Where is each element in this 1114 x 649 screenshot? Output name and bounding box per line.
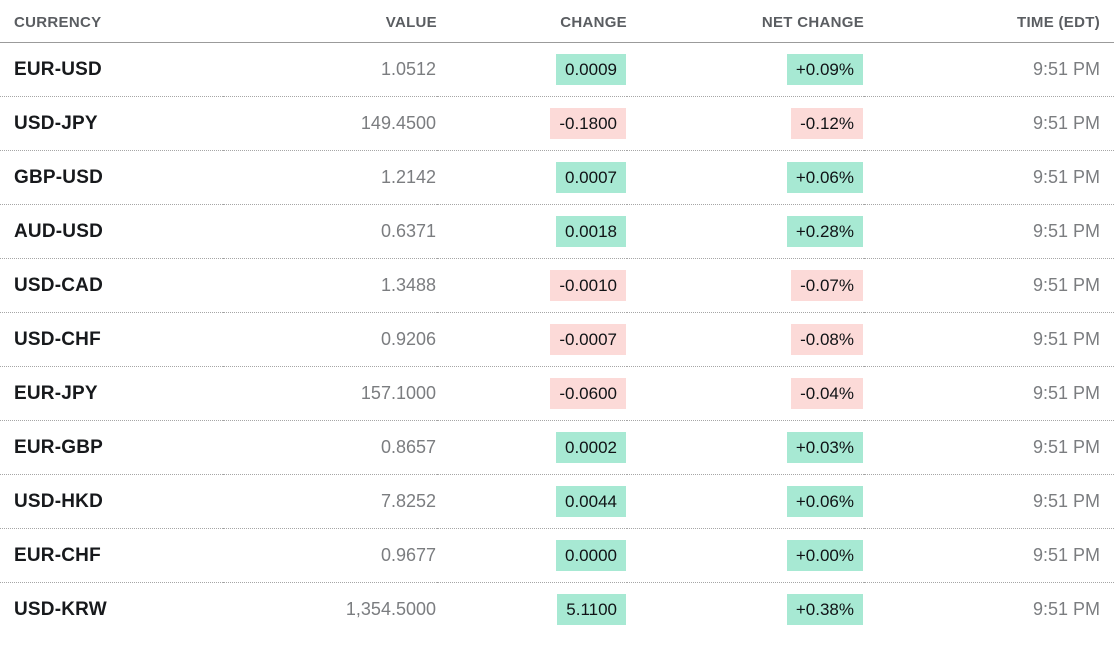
time-cell: 9:51 PM xyxy=(864,42,1114,97)
net-change-pill: +0.06% xyxy=(786,162,863,193)
change-cell: -0.0007 xyxy=(437,312,627,367)
net-change-pill: +0.03% xyxy=(786,432,863,463)
table-row: EUR-JPY 157.1000 -0.0600 -0.04% 9:51 PM xyxy=(0,366,1114,421)
change-pill: -0.1800 xyxy=(550,108,626,139)
net-change-pill: +0.38% xyxy=(786,594,863,626)
currency-pair[interactable]: GBP-USD xyxy=(0,150,223,205)
time-cell: 9:51 PM xyxy=(864,204,1114,259)
table-row: AUD-USD 0.6371 0.0018 +0.28% 9:51 PM xyxy=(0,204,1114,259)
value-cell: 157.1000 xyxy=(223,366,437,421)
currency-pair[interactable]: EUR-GBP xyxy=(0,420,223,475)
currency-pair[interactable]: EUR-JPY xyxy=(0,366,223,421)
net-change-pill: +0.09% xyxy=(786,54,863,85)
net-change-pill: -0.04% xyxy=(791,378,863,409)
change-cell: -0.0600 xyxy=(437,366,627,421)
column-header-currency: CURRENCY xyxy=(0,0,223,43)
table-row: EUR-USD 1.0512 0.0009 +0.09% 9:51 PM xyxy=(0,42,1114,97)
change-cell: 0.0009 xyxy=(437,42,627,97)
time-cell: 9:51 PM xyxy=(864,528,1114,583)
time-cell: 9:51 PM xyxy=(1032,599,1100,620)
change-cell: 0.0044 xyxy=(437,474,627,529)
table-row: USD-CHF 0.9206 -0.0007 -0.08% 9:51 PM xyxy=(0,312,1114,367)
table-row: USD-KRW 1,354.5000 5.1100 +0.38% 9:51 PM xyxy=(0,583,1114,637)
value-cell: 149.4500 xyxy=(223,96,437,151)
change-pill: -0.0600 xyxy=(550,378,626,409)
currency-pair[interactable]: EUR-USD xyxy=(0,42,223,97)
change-cell: 0.0007 xyxy=(437,150,627,205)
net-change-cell: -0.04% xyxy=(627,366,864,421)
time-cell: 9:51 PM xyxy=(864,96,1114,151)
net-change-cell: +0.06% xyxy=(627,150,864,205)
currency-pair[interactable]: AUD-USD xyxy=(0,204,223,259)
header-row: CURRENCY VALUE CHANGE NET CHANGE TIME (E… xyxy=(0,0,1114,43)
table-row: USD-HKD 7.8252 0.0044 +0.06% 9:51 PM xyxy=(0,474,1114,529)
net-change-cell: +0.03% xyxy=(627,420,864,475)
column-header-time: TIME (EDT) xyxy=(864,0,1114,43)
net-change-pill: +0.28% xyxy=(786,216,863,247)
change-pill: 0.0009 xyxy=(556,54,626,85)
change-pill: 0.0007 xyxy=(556,162,626,193)
value-cell: 7.8252 xyxy=(223,474,437,529)
time-cell: 9:51 PM xyxy=(864,366,1114,421)
change-pill: 5.1100 xyxy=(557,594,626,626)
table-header: CURRENCY VALUE CHANGE NET CHANGE TIME (E… xyxy=(0,0,1114,43)
currency-pair[interactable]: USD-JPY xyxy=(0,96,223,151)
value-cell: 1.2142 xyxy=(223,150,437,205)
table-row: USD-JPY 149.4500 -0.1800 -0.12% 9:51 PM xyxy=(0,96,1114,151)
change-cell: 0.0002 xyxy=(437,420,627,475)
net-change-pill: -0.07% xyxy=(791,270,863,301)
time-cell: 9:51 PM xyxy=(864,150,1114,205)
change-pill: 0.0002 xyxy=(556,432,626,463)
value-cell: 1.0512 xyxy=(223,42,437,97)
net-change-cell: +0.06% xyxy=(627,474,864,529)
table-row: EUR-GBP 0.8657 0.0002 +0.03% 9:51 PM xyxy=(0,420,1114,475)
currency-pair[interactable]: USD-KRW xyxy=(14,598,107,620)
change-cell: 0.0000 xyxy=(437,528,627,583)
net-change-cell: +0.09% xyxy=(627,42,864,97)
change-cell: -0.0010 xyxy=(437,258,627,313)
net-change-cell: -0.12% xyxy=(627,96,864,151)
value-cell: 1.3488 xyxy=(223,258,437,313)
currency-pair[interactable]: USD-CAD xyxy=(0,258,223,313)
column-header-value: VALUE xyxy=(223,0,437,43)
change-pill: -0.0010 xyxy=(550,270,626,301)
fx-table-body: EUR-USD 1.0512 0.0009 +0.09% 9:51 PM USD… xyxy=(0,42,1114,637)
net-change-cell: +0.28% xyxy=(627,204,864,259)
change-pill: 0.0018 xyxy=(556,216,626,247)
currency-pair[interactable]: EUR-CHF xyxy=(0,528,223,583)
net-change-cell: -0.08% xyxy=(627,312,864,367)
time-cell: 9:51 PM xyxy=(864,312,1114,367)
column-header-change: CHANGE xyxy=(437,0,627,43)
time-cell: 9:51 PM xyxy=(864,420,1114,475)
change-cell: 0.0018 xyxy=(437,204,627,259)
table-row: EUR-CHF 0.9677 0.0000 +0.00% 9:51 PM xyxy=(0,528,1114,583)
change-pill: 0.0000 xyxy=(556,540,626,571)
table-row: USD-CAD 1.3488 -0.0010 -0.07% 9:51 PM xyxy=(0,258,1114,313)
change-pill: -0.0007 xyxy=(550,324,626,355)
net-change-cell: +0.00% xyxy=(627,528,864,583)
value-cell: 0.6371 xyxy=(223,204,437,259)
net-change-pill: -0.12% xyxy=(791,108,863,139)
change-cell: 5.1100 xyxy=(437,583,627,637)
change-cell: -0.1800 xyxy=(437,96,627,151)
table-row: GBP-USD 1.2142 0.0007 +0.06% 9:51 PM xyxy=(0,150,1114,205)
value-cell: 0.9677 xyxy=(223,528,437,583)
currency-pair[interactable]: USD-CHF xyxy=(0,312,223,367)
net-change-pill: -0.08% xyxy=(791,324,863,355)
value-cell: 0.8657 xyxy=(223,420,437,475)
value-cell: 1,354.5000 xyxy=(345,599,436,620)
net-change-pill: +0.00% xyxy=(786,540,863,571)
currency-pair[interactable]: USD-HKD xyxy=(0,474,223,529)
net-change-cell: +0.38% xyxy=(627,583,864,637)
change-pill: 0.0044 xyxy=(556,486,626,517)
value-cell: 0.9206 xyxy=(223,312,437,367)
net-change-cell: -0.07% xyxy=(627,258,864,313)
time-cell: 9:51 PM xyxy=(864,258,1114,313)
column-header-net-change: NET CHANGE xyxy=(627,0,864,43)
net-change-pill: +0.06% xyxy=(786,486,863,517)
time-cell: 9:51 PM xyxy=(864,474,1114,529)
